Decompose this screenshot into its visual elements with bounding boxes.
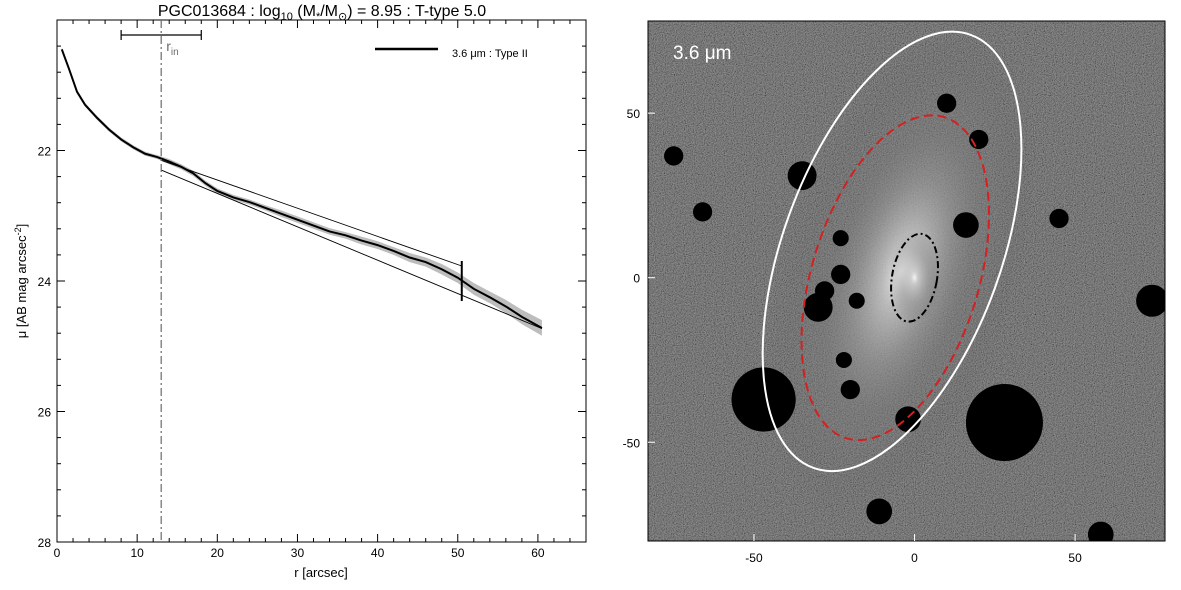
masked-star: [840, 379, 860, 400]
profile-line: [60, 49, 543, 329]
profile-panel: 0 10 20 30 40 50 60 22 24 26 28 rin r [arcsec] μ […: [13, 19, 587, 580]
x-tick-label: 60: [531, 546, 545, 560]
image-x-tick-label: -50: [745, 551, 763, 565]
masked-star: [866, 498, 893, 525]
profile-ticks: 0 10 20 30 40 50 60 22 24 26 28: [38, 20, 586, 560]
y-tick-label: 26: [38, 406, 52, 420]
galaxy-light: [766, 24, 1038, 518]
profile-x-axis-label: r [arcsec]: [294, 565, 347, 580]
masked-star: [831, 264, 851, 285]
image-y-tick-label: 50: [627, 107, 641, 121]
y-tick-label: 24: [38, 275, 52, 289]
image-x-tick-label: 50: [1068, 551, 1082, 565]
profile-data: [60, 47, 543, 336]
x-tick-label: 20: [211, 546, 225, 560]
masked-star: [835, 351, 852, 369]
x-tick-label: 30: [291, 546, 305, 560]
image-x-tick-label: 0: [911, 551, 918, 565]
fit-line-inner: [161, 159, 462, 267]
masked-star: [664, 146, 684, 166]
masked-star: [965, 383, 1043, 462]
masked-star: [1049, 208, 1069, 229]
masked-star: [692, 202, 713, 222]
image-y-tick-label: -50: [623, 436, 641, 450]
image-frame: [647, 20, 1166, 542]
profile-legend: 3.6 μm : Type II: [375, 47, 528, 60]
masked-star: [787, 161, 817, 191]
masked-star: [895, 406, 921, 433]
profile-plot-frame: [56, 19, 587, 543]
ellipse-outer-isophote: [761, 30, 1023, 473]
fit-line-outer: [161, 169, 543, 330]
masked-star: [1136, 284, 1165, 317]
profile-error-band: [61, 47, 542, 336]
masked-star: [953, 212, 979, 238]
r-in-label: rin: [166, 38, 178, 58]
x-tick-label: 0: [54, 546, 61, 560]
masked-star: [832, 230, 849, 247]
profile-annotations: rin: [120, 20, 463, 542]
image-ticks: -50 0 50 -50 0 50: [623, 107, 1082, 565]
legend-label: 3.6 μm : Type II: [452, 48, 528, 60]
x-tick-label: 10: [130, 546, 144, 560]
star-masks: [664, 93, 1165, 541]
masked-star: [814, 281, 835, 301]
masked-star: [937, 93, 957, 113]
x-tick-label: 50: [451, 546, 465, 560]
image-y-tick-label: 0: [633, 272, 640, 286]
profile-y-axis-label: μ [AB mag arcsec-2]: [13, 224, 29, 339]
y-tick-label: 28: [38, 536, 52, 550]
masked-star: [1087, 521, 1114, 541]
image-band-label: 3.6 μm: [673, 43, 731, 64]
image-panel: -50 0 50 -50 0 50 3.6 μm: [623, 20, 1166, 565]
x-tick-label: 40: [371, 546, 385, 560]
y-tick-label: 22: [38, 145, 52, 159]
ellipse-inner-radius: [890, 232, 939, 323]
masked-star: [731, 367, 796, 432]
masked-star: [848, 292, 865, 309]
galaxy-core: [888, 231, 941, 324]
figure-title: PGC013684 : log10 (M*/M⊙) = 8.95 : T-typ…: [158, 3, 486, 23]
